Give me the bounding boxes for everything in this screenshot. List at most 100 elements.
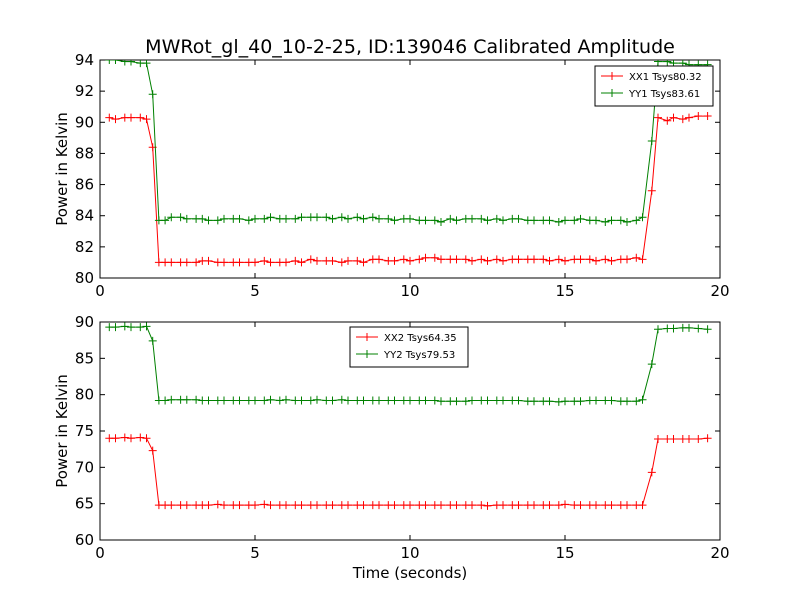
bottom-series-2-point: [359, 396, 368, 405]
bottom-series-2-point: [275, 396, 284, 405]
bottom-series-2-point: [161, 396, 170, 405]
top-series-2-point: [592, 216, 600, 225]
bottom-series-1-point: [647, 468, 656, 477]
bottom-series-1-point: [477, 501, 486, 510]
top-series-2-point: [468, 214, 476, 223]
top-series-2-point: [616, 216, 625, 225]
top-series-2-point: [161, 216, 170, 225]
top-series-2-point: [561, 216, 569, 225]
top-series-2-point: [127, 60, 135, 66]
top-series-2-point: [477, 214, 486, 223]
top-series-2-point: [638, 213, 647, 222]
top-series-1-point: [306, 255, 315, 264]
top-series-1-point: [344, 256, 352, 265]
bottom-series-2-point: [647, 360, 656, 369]
top-series-1-point: [437, 255, 445, 264]
bottom-series-1-point: [120, 433, 129, 442]
top-series-2-point: [421, 216, 430, 225]
top-series-1-point: [638, 255, 647, 264]
top-series-2-point: [204, 216, 213, 225]
bottom-y-tick-label: 80: [75, 386, 94, 404]
top-series-1-point: [142, 115, 151, 124]
top-series-2-point: [105, 60, 114, 64]
top-plot-panel: 0 5 10 15 20 80 82 84 86 88 90 92 94 Power in Kelvin X…: [53, 51, 730, 300]
bottom-y-tick-label: 85: [75, 349, 94, 367]
bottom-series-1-point: [499, 501, 507, 510]
top-series-2-point: [182, 214, 191, 223]
bottom-y-axis-label: Power in Kelvin: [53, 374, 71, 488]
bottom-series-1-point: [235, 501, 244, 510]
bottom-series-2-point: [430, 396, 439, 405]
chart-title: MWRot_gl_40_10-2-25, ID:139046 Calibrate…: [145, 36, 675, 58]
bottom-series-2-point: [390, 396, 399, 405]
top-x-tick-label: 5: [250, 282, 260, 300]
top-series-1-point: [204, 256, 213, 265]
bottom-legend-marker-1: [363, 333, 371, 341]
top-series-2-point: [368, 213, 377, 222]
bottom-series-1-point: [669, 434, 678, 443]
bottom-plot-panel: 0 5 10 15 20 60 65 70 75 80 85 90 Power in Kelvin XX2…: [53, 313, 730, 562]
top-series-1-point: [545, 256, 554, 265]
top-y-axis-label: Power in Kelvin: [53, 112, 71, 226]
top-series-2-point: [176, 213, 185, 222]
top-x-tick-label: 0: [95, 282, 105, 300]
top-y-tick-label: 92: [75, 82, 94, 100]
top-series-2-point: [390, 216, 399, 225]
bottom-series-2-point: [220, 396, 228, 405]
bottom-series-2-point: [282, 395, 290, 404]
bottom-series-2-point: [111, 323, 120, 332]
top-series-2-point: [213, 216, 222, 225]
top-series-1-point: [576, 255, 585, 264]
bottom-series-1-point: [592, 501, 600, 510]
top-series-1-point: [468, 256, 476, 265]
top-series-2-point: [530, 216, 538, 225]
top-series-1-point: [421, 253, 430, 262]
bottom-series-2-point: [554, 397, 563, 406]
bottom-y-tick-label: 75: [75, 422, 94, 440]
top-series-2-point: [220, 214, 228, 223]
top-series-2-point: [647, 136, 656, 145]
bottom-series-2-point: [669, 324, 678, 333]
top-series-2-point: [654, 60, 662, 66]
top-series-2-point: [545, 216, 554, 225]
bottom-legend-box: [349, 326, 469, 368]
top-series-2-point: [601, 217, 610, 226]
bottom-series-1-point: [638, 501, 647, 510]
bottom-series-1-point: [344, 501, 352, 510]
bottom-series-1-point: [142, 434, 151, 443]
bottom-series-1-point: [127, 434, 135, 443]
bottom-legend-marker-2: [363, 350, 371, 358]
bottom-series-1-point: [313, 501, 321, 510]
top-legend-label-1: XX1 Tsys80.32: [629, 72, 702, 83]
top-series-1-line: [109, 115, 708, 263]
top-series-2-point: [384, 214, 393, 223]
bottom-series-1-point: [328, 501, 337, 510]
top-legend: XX1 Tsys80.32 YY1 Tsys83.61: [594, 65, 714, 107]
top-series-1-point: [585, 255, 594, 264]
bottom-series-1-point: [607, 501, 616, 510]
top-series-2-point: [353, 213, 362, 222]
bottom-series-2-point: [421, 396, 430, 405]
top-series-1-point: [182, 258, 191, 267]
bottom-series-1-point: [204, 501, 213, 510]
bottom-series-2-point: [561, 397, 569, 406]
bottom-series-2-point: [142, 322, 151, 331]
top-series-2-point: [167, 213, 176, 222]
top-series-1-point: [561, 256, 569, 265]
top-series-2-point: [282, 214, 290, 223]
top-series-1-point: [337, 258, 346, 267]
top-series-2-point: [663, 60, 672, 66]
top-legend-marker-1: [608, 72, 616, 80]
bottom-series-2-point: [235, 396, 244, 405]
bottom-series-2-point: [375, 396, 383, 405]
top-x-tick-label: 20: [710, 282, 729, 300]
bottom-series-1-point: [213, 500, 222, 509]
bottom-x-tick-label: 10: [400, 544, 419, 562]
top-y-tick-label: 88: [75, 144, 94, 162]
bottom-series-2-point: [576, 397, 585, 406]
bottom-series-1-point: [623, 501, 631, 510]
top-legend-box: [594, 65, 714, 107]
bottom-series-1-point: [282, 501, 290, 510]
top-series-1-point: [601, 255, 610, 264]
